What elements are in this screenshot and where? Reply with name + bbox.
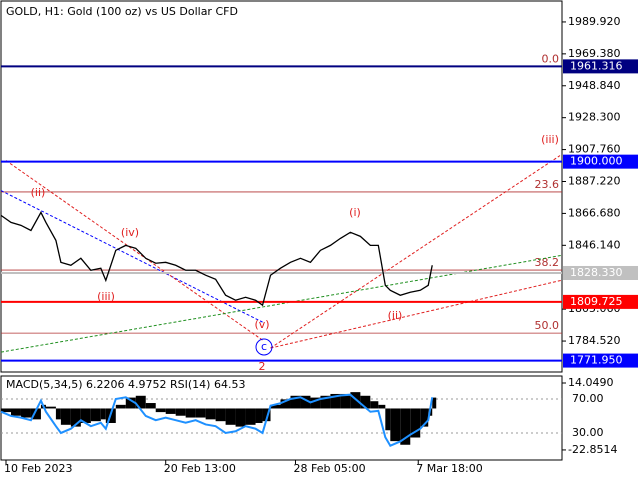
macd-bar — [378, 404, 386, 409]
macd-bar — [100, 408, 106, 420]
macd-bar — [400, 408, 411, 445]
macd-bar — [205, 408, 216, 420]
y-tick-label: 1989.920 — [568, 15, 621, 28]
macd-bar — [432, 397, 437, 409]
macd-bar — [320, 395, 331, 409]
macd-bar — [255, 408, 263, 423]
wave-label: (ii) — [31, 186, 46, 199]
level-tag — [563, 59, 638, 74]
y2-tick-label: 30.00 — [572, 426, 604, 439]
y2-tick-label: 70.00 — [572, 392, 604, 405]
y-tick-label: 14.0490 — [568, 376, 614, 389]
level-label: 1771.950 — [570, 354, 623, 367]
x-tick-label: 10 Feb 2023 — [4, 462, 72, 475]
macd-bar — [155, 408, 166, 413]
wave-label: (i) — [349, 206, 361, 219]
macd-bar — [330, 393, 341, 409]
level-tag — [563, 265, 638, 280]
y-tick-label: 1907.760 — [568, 143, 621, 156]
macd-bar — [262, 408, 271, 422]
y-tick-label: 1928.300 — [568, 111, 621, 124]
fib-label: 23.6 — [535, 178, 560, 191]
macd-bar — [10, 408, 21, 416]
macd-bar — [115, 404, 126, 409]
macd-bar — [1, 408, 11, 413]
y-tick-label: -22.8514 — [568, 443, 617, 456]
macd-bar — [145, 403, 156, 409]
x-tick-label: 20 Feb 13:00 — [164, 462, 236, 475]
wave-label: 2 — [259, 360, 266, 373]
macd-bar — [60, 408, 71, 425]
level-tag — [563, 353, 638, 368]
level-label: 1900.000 — [570, 155, 623, 168]
indicator-title: MACD(5,34,5) 6.2206 4.9752 RSI(14) 64.53 — [6, 378, 245, 391]
price-panel — [0, 0, 563, 373]
wave-label: c — [261, 340, 267, 353]
macd-bar — [135, 395, 146, 409]
macd-bar — [215, 408, 226, 422]
x-tick-label: 7 Mar 18:00 — [416, 462, 482, 475]
y-tick-label: 1948.840 — [568, 79, 621, 92]
fib-label: 0.0 — [542, 52, 560, 65]
macd-bar — [245, 408, 256, 425]
trendline — [270, 155, 561, 349]
rsi-line — [0, 393, 434, 447]
macd-bar — [165, 408, 176, 414]
y-tick-label: 1887.220 — [568, 174, 621, 187]
x-tick-label: 28 Feb 05:00 — [293, 462, 365, 475]
macd-bar — [340, 393, 351, 409]
level-label: 1828.330 — [570, 266, 623, 279]
macd-bar — [80, 408, 91, 423]
macd-bar — [410, 408, 421, 438]
macd-bar — [185, 408, 196, 418]
macd-bar — [45, 406, 56, 409]
y-tick-label: 1784.520 — [568, 334, 621, 347]
macd-bar — [175, 408, 186, 416]
fib-label: 50.0 — [535, 319, 560, 332]
fib-label: 38.2 — [535, 256, 560, 269]
wave-label: (iii) — [541, 133, 559, 146]
macd-bar — [270, 404, 281, 409]
y-tick-label: 1866.680 — [568, 206, 621, 219]
macd-bar — [20, 408, 31, 418]
level-tag — [563, 154, 638, 169]
trendline — [5, 160, 263, 341]
macd-bar — [310, 397, 321, 409]
macd-bar — [30, 408, 41, 420]
y-tick-label: 1846.140 — [568, 238, 621, 251]
macd-bar — [125, 397, 136, 409]
level-label: 1809.725 — [570, 295, 623, 308]
macd-bar — [290, 395, 301, 409]
macd-bar — [195, 408, 206, 418]
wave-label: (iii) — [97, 290, 115, 303]
wave-circle — [255, 338, 273, 356]
macd-bar — [390, 408, 401, 442]
y-tick-label: 1969.380 — [568, 47, 621, 60]
chart-title: GOLD, H1: Gold (100 oz) vs US Dollar CFD — [6, 5, 238, 18]
macd-bar — [360, 395, 371, 409]
macd-bar — [225, 408, 236, 425]
trendline — [0, 190, 263, 323]
wave-label: (iv) — [121, 226, 139, 239]
wave-label: (v) — [254, 318, 269, 331]
macd-bar — [420, 408, 429, 427]
macd-bar — [235, 408, 246, 427]
level-tag — [563, 294, 638, 309]
macd-bar — [90, 408, 101, 422]
macd-bar — [280, 399, 291, 409]
macd-bar — [70, 408, 81, 427]
macd-bar — [55, 408, 61, 420]
macd-bar — [300, 395, 311, 409]
macd-bar — [350, 392, 361, 409]
macd-bar — [370, 401, 379, 409]
level-label: 1961.316 — [570, 59, 623, 72]
wave-label: (ii) — [388, 309, 403, 322]
price-line — [0, 211, 433, 307]
macd-bar — [385, 408, 391, 431]
